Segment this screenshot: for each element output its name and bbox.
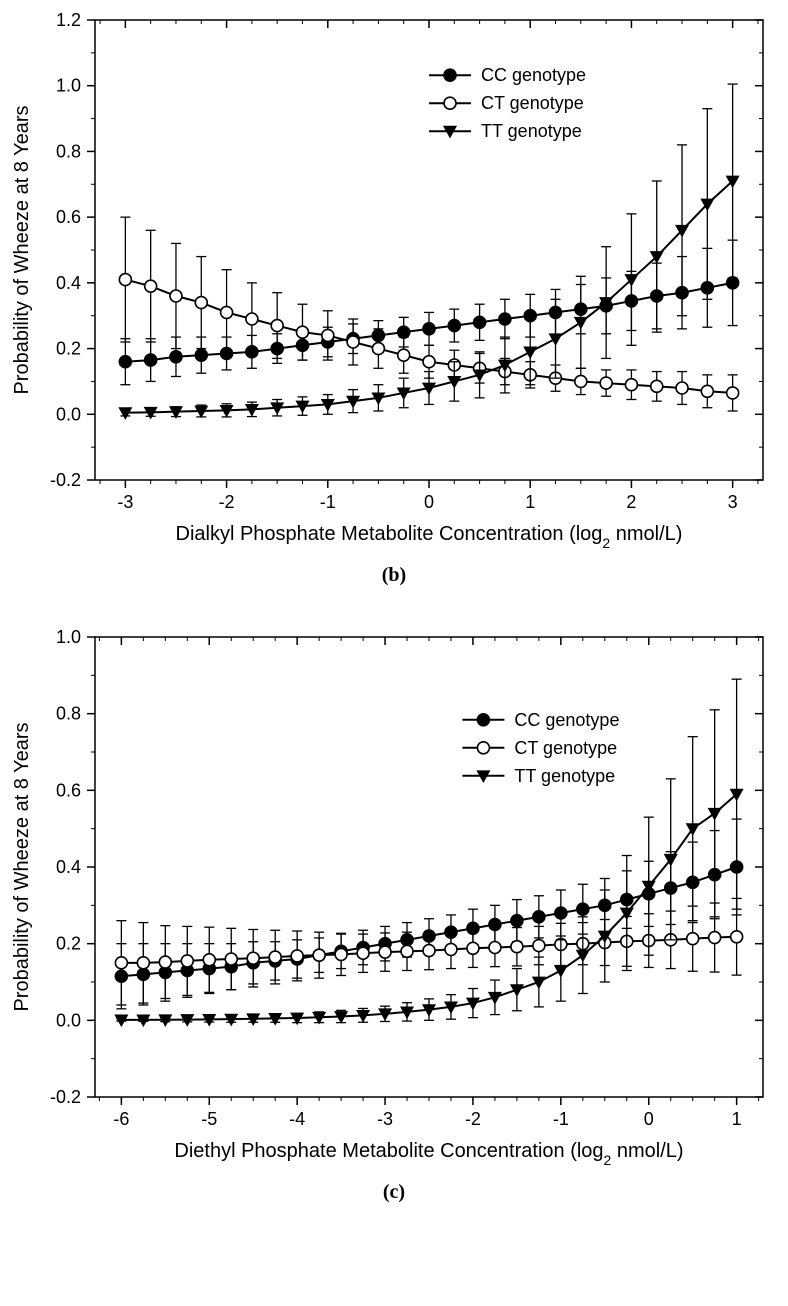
- ytick-label: 1.2: [56, 10, 81, 30]
- xtick-label: -1: [553, 1109, 569, 1129]
- panel-b-svg: -3 -2 -1 0 1 2 3 -0.2 0.0 0.2 0.4 0.6 0.8 1.0 1.2 Dialk…: [0, 0, 788, 560]
- ytick-label: 0.0: [56, 1010, 81, 1030]
- y-axis-label: Probability of Wheeze at 8 Years: [11, 105, 33, 394]
- ytick-label: -0.2: [50, 1087, 81, 1107]
- ytick-label: 0.8: [56, 141, 81, 161]
- xtick-label: -4: [289, 1109, 305, 1129]
- xtick-label: 2: [626, 492, 636, 512]
- xtick-label: -5: [201, 1109, 217, 1129]
- legend-label: CT genotype: [481, 93, 584, 113]
- panel-c-label: (c): [0, 1181, 788, 1204]
- x-axis-label: Dialkyl Phosphate Metabolite Concentrati…: [176, 523, 683, 551]
- panel-c-svg: -6 -5 -4 -3 -2 -1 0 1 -0.2 0.0 0.2 0.4 0.6 0.8 1.0 Diet…: [0, 617, 788, 1177]
- ytick-label: 1.0: [56, 76, 81, 96]
- ytick-label: 0.6: [56, 780, 81, 800]
- legend: CC genotype CT genotype TT genotype: [429, 65, 586, 141]
- panel-b: -3 -2 -1 0 1 2 3 -0.2 0.0 0.2 0.4 0.6 0.8 1.0 1.2 Dialk…: [0, 0, 788, 587]
- legend-label: CT genotype: [514, 738, 617, 758]
- panel-b-label: (b): [0, 564, 788, 587]
- figure-container: -3 -2 -1 0 1 2 3 -0.2 0.0 0.2 0.4 0.6 0.8 1.0 1.2 Dialk…: [0, 0, 788, 1204]
- xtick-label: 0: [644, 1109, 654, 1129]
- ytick-label: 0.2: [56, 934, 81, 954]
- xtick-label: -6: [113, 1109, 129, 1129]
- xtick-label: 1: [525, 492, 535, 512]
- ytick-label: -0.2: [50, 470, 81, 490]
- ytick-label: 0.2: [56, 339, 81, 359]
- xtick-label: -2: [219, 492, 235, 512]
- legend-label: TT genotype: [514, 766, 615, 786]
- ytick-label: 0.6: [56, 207, 81, 227]
- xtick-label: 1: [732, 1109, 742, 1129]
- xtick-label: 3: [728, 492, 738, 512]
- ytick-label: 0.0: [56, 404, 81, 424]
- xtick-label: 0: [424, 492, 434, 512]
- legend-label: CC genotype: [514, 710, 619, 730]
- ytick-label: 0.8: [56, 704, 81, 724]
- xtick-label: -1: [320, 492, 336, 512]
- plot-frame: [95, 637, 763, 1097]
- ytick-label: 0.4: [56, 857, 81, 877]
- legend-label: CC genotype: [481, 65, 586, 85]
- ytick-label: 0.4: [56, 273, 81, 293]
- xtick-label: -2: [465, 1109, 481, 1129]
- ytick-label: 1.0: [56, 627, 81, 647]
- legend: CC genotype CT genotype TT genotype: [462, 710, 619, 786]
- y-axis-label: Probability of Wheeze at 8 Years: [11, 722, 33, 1011]
- panel-c: -6 -5 -4 -3 -2 -1 0 1 -0.2 0.0 0.2 0.4 0.6 0.8 1.0 Diet…: [0, 617, 788, 1204]
- xtick-label: -3: [377, 1109, 393, 1129]
- x-axis-label: Diethyl Phosphate Metabolite Concentrati…: [174, 1140, 683, 1168]
- legend-label: TT genotype: [481, 121, 582, 141]
- xtick-label: -3: [117, 492, 133, 512]
